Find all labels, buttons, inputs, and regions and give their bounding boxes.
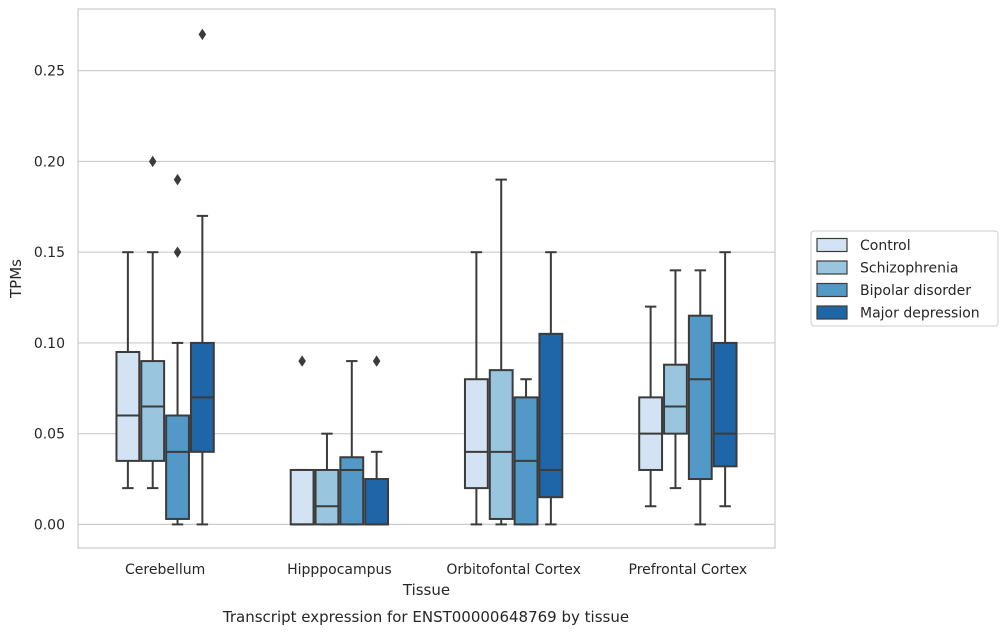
box-body	[289, 468, 315, 526]
box-body	[115, 351, 141, 462]
box-major-depression	[538, 251, 564, 526]
y-axis-label: TPMs	[7, 259, 25, 299]
outlier-point	[173, 173, 182, 186]
plot-frame	[77, 8, 776, 549]
legend-label: Major depression	[860, 306, 980, 322]
legend-frame	[810, 230, 999, 327]
y-tick-label: 0.10	[34, 336, 65, 352]
box-schizophrenia	[488, 178, 514, 526]
legend-swatch	[816, 305, 848, 320]
box-bipolar-disorder	[687, 269, 713, 526]
box-control	[638, 305, 664, 508]
legend-label: Bipolar disorder	[860, 283, 971, 299]
box-body	[339, 456, 365, 526]
box-body	[538, 332, 564, 499]
box-body	[712, 341, 738, 468]
x-tick-label: Cerebellum	[125, 562, 205, 578]
box-bipolar-disorder	[513, 378, 539, 526]
x-tick-label: Orbitofontal Cortex	[446, 562, 581, 578]
box-schizophrenia	[663, 269, 688, 490]
outlier-point	[372, 355, 381, 367]
outlier-point	[298, 355, 306, 367]
box-body	[687, 314, 713, 481]
legend-swatch	[816, 260, 848, 275]
figure-caption: Transcript expression for ENST0000064876…	[222, 608, 629, 626]
box-body	[140, 360, 166, 462]
box-control	[289, 355, 315, 526]
outlier-point	[173, 246, 182, 258]
x-tick-label: Prefrontal Cortex	[629, 562, 748, 578]
y-tick-label: 0.00	[34, 517, 65, 533]
box-control	[115, 251, 141, 490]
y-tick-label: 0.20	[34, 154, 65, 170]
box-body	[488, 369, 514, 520]
outlier-point	[198, 28, 207, 41]
x-axis-label: Tissue	[402, 581, 450, 599]
box-body	[364, 478, 390, 526]
y-tick-labels: 0.00 0.05 0.10 0.15 0.20 0.25	[34, 64, 65, 534]
box-major-depression	[364, 355, 390, 526]
box-major-depression	[189, 28, 215, 526]
boxes	[115, 28, 738, 526]
legend: Control Schizophrenia Bipolar disorder Majo…	[810, 230, 999, 327]
legend-swatch	[816, 282, 848, 298]
legend-swatch	[816, 237, 848, 253]
box-body	[314, 468, 340, 526]
box-schizophrenia	[314, 432, 340, 526]
y-tick-label: 0.05	[34, 427, 65, 443]
y-tick-label: 0.25	[34, 64, 65, 80]
outlier-point	[148, 155, 157, 168]
legend-label: Schizophrenia	[860, 261, 958, 277]
legend-label: Control	[860, 238, 911, 254]
box-schizophrenia	[140, 155, 166, 490]
y-tick-label: 0.15	[34, 245, 65, 261]
box-bipolar-disorder	[339, 360, 365, 526]
x-tick-label: Hipppocampus	[287, 562, 392, 578]
box-major-depression	[712, 251, 738, 508]
x-tick-labels: Cerebellum Hipppocampus Orbitofontal Corte…	[125, 562, 747, 578]
box-control	[463, 251, 489, 526]
box-body	[663, 363, 688, 435]
box-body	[165, 414, 190, 520]
box-body	[463, 378, 489, 490]
box-bipolar-disorder	[165, 173, 190, 526]
